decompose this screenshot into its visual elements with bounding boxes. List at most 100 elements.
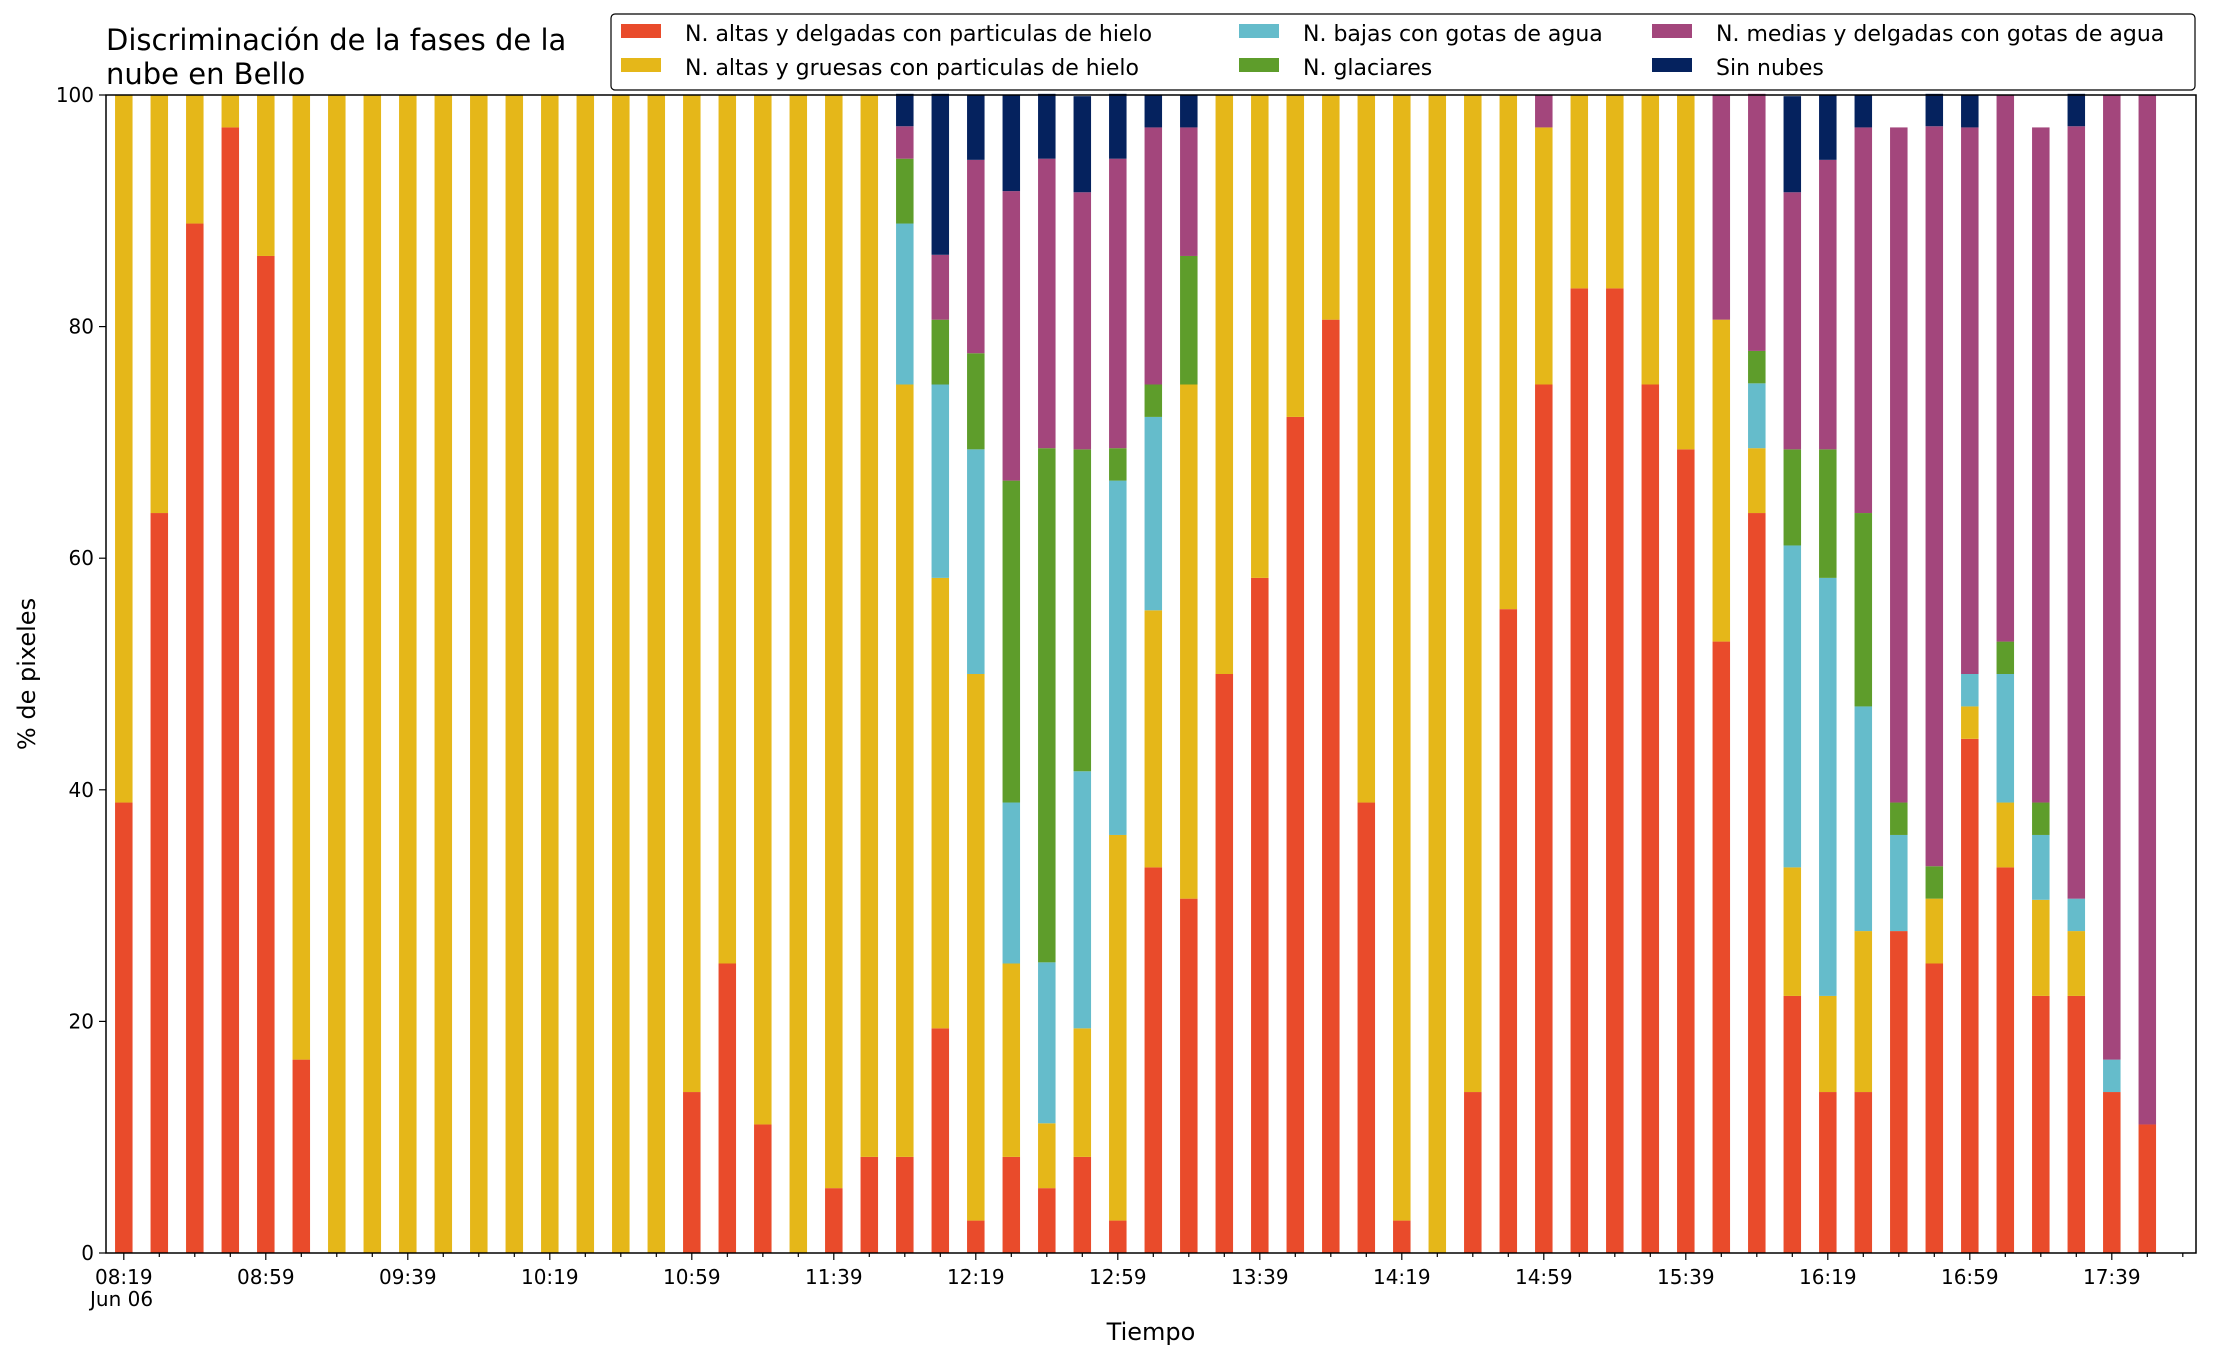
bar-segment-s1-37 bbox=[1428, 95, 1447, 1253]
bar-segment-s0-39 bbox=[1499, 609, 1518, 1253]
bar-segment-s1-52 bbox=[1961, 706, 1979, 739]
bar-segment-s0-20 bbox=[825, 1188, 843, 1253]
bar-segment-s4-51 bbox=[1925, 126, 1944, 867]
bar-segment-s3-29 bbox=[1144, 384, 1163, 417]
bar-segment-s0-44 bbox=[1677, 449, 1695, 1254]
bar-segment-s2-24 bbox=[967, 449, 985, 674]
bar-segment-s0-26 bbox=[1038, 1188, 1056, 1253]
bar-segment-s0-23 bbox=[931, 1028, 950, 1253]
bar-segment-s0-52 bbox=[1961, 738, 1979, 1253]
x-tick-label: 15:39 bbox=[1657, 1265, 1715, 1289]
bar-segment-s4-48 bbox=[1819, 159, 1837, 450]
bar-segment-s1-27 bbox=[1073, 1028, 1092, 1157]
bar-segment-s3-24 bbox=[967, 353, 985, 450]
bar-segment-s1-6 bbox=[328, 95, 346, 1253]
bar-segment-s5-55 bbox=[2067, 93, 2086, 127]
bar-segment-s5-29 bbox=[1144, 95, 1163, 128]
bar-segment-s0-5 bbox=[292, 1059, 311, 1253]
bar-segment-s0-27 bbox=[1073, 1156, 1092, 1253]
bar-segment-s4-29 bbox=[1144, 127, 1163, 385]
bar-segment-s0-2 bbox=[186, 223, 204, 1253]
bar-segment-s0-32 bbox=[1251, 577, 1269, 1253]
bar-segment-s0-1 bbox=[150, 513, 169, 1253]
bar-segment-s3-51 bbox=[1925, 866, 1944, 899]
bar-segment-s2-54 bbox=[2032, 834, 2050, 900]
bar-segment-s1-1 bbox=[150, 95, 169, 514]
bar-segment-s2-56 bbox=[2103, 1059, 2121, 1093]
bar-segment-s0-35 bbox=[1357, 802, 1376, 1253]
y-tick-label: 100 bbox=[56, 83, 94, 107]
bar-segment-s4-26 bbox=[1038, 158, 1056, 449]
bar-segment-s4-46 bbox=[1748, 93, 1766, 351]
bar-segment-s0-38 bbox=[1464, 1092, 1482, 1253]
bar-segment-s1-10 bbox=[470, 95, 488, 1253]
y-tick-label: 60 bbox=[69, 546, 94, 570]
bar-segment-s2-47 bbox=[1783, 545, 1802, 868]
bar-segment-s1-38 bbox=[1464, 95, 1482, 1093]
bar-segment-s1-22 bbox=[896, 384, 914, 1157]
bar-segment-s0-16 bbox=[683, 1092, 701, 1253]
bar-segment-s1-23 bbox=[931, 577, 950, 1029]
legend-swatch-1 bbox=[621, 58, 661, 72]
bar-segment-s2-29 bbox=[1144, 416, 1163, 611]
legend: N. altas y delgadas con particulas de hi… bbox=[610, 13, 2196, 91]
bar-segment-s1-55 bbox=[2067, 931, 2086, 996]
bar-segment-s1-40 bbox=[1535, 127, 1553, 385]
bar-segment-s3-49 bbox=[1854, 513, 1873, 707]
bar-segment-s4-53 bbox=[1996, 95, 2015, 642]
bar-segment-s4-47 bbox=[1783, 192, 1802, 450]
bar-segment-s0-28 bbox=[1109, 1220, 1127, 1253]
bar-segment-s0-4 bbox=[257, 255, 275, 1253]
bar-segment-s1-30 bbox=[1180, 384, 1198, 899]
bar-segment-s1-19 bbox=[789, 95, 808, 1253]
bar-segment-s1-47 bbox=[1783, 867, 1802, 996]
bar-segment-s0-50 bbox=[1890, 931, 1908, 1253]
bar-segment-s1-12 bbox=[541, 95, 559, 1253]
bar-segment-s1-21 bbox=[860, 95, 879, 1157]
bar-segment-s2-46 bbox=[1748, 383, 1766, 449]
bar-segment-s1-5 bbox=[292, 95, 311, 1060]
bar-segment-s1-11 bbox=[505, 95, 524, 1253]
y-tick-label: 20 bbox=[69, 1009, 94, 1033]
bar-segment-s1-35 bbox=[1357, 95, 1376, 803]
x-tick-label: 16:59 bbox=[1941, 1265, 1999, 1289]
bar-segment-s5-26 bbox=[1038, 93, 1056, 159]
legend-label-1: N. altas y gruesas con particulas de hie… bbox=[685, 56, 1139, 81]
bar-segment-s5-24 bbox=[967, 95, 985, 160]
legend-swatch-5 bbox=[1652, 58, 1692, 72]
bar-segment-s5-49 bbox=[1854, 95, 1873, 128]
bar-segment-s4-49 bbox=[1854, 127, 1873, 514]
bar-segment-s1-18 bbox=[754, 95, 772, 1125]
bar-segment-s1-20 bbox=[825, 95, 843, 1189]
bar-segment-s2-25 bbox=[1002, 802, 1021, 964]
bar-segment-s4-28 bbox=[1109, 158, 1127, 449]
bar-segment-s4-25 bbox=[1002, 191, 1021, 481]
bar-segment-s4-56 bbox=[2103, 95, 2121, 1060]
bar-segment-s2-22 bbox=[896, 223, 914, 385]
plot-frame bbox=[105, 94, 2197, 1254]
bar-segment-s0-36 bbox=[1393, 1220, 1411, 1253]
chart-title-line-2: nube en Bello bbox=[106, 57, 305, 91]
legend-label-3: N. glaciares bbox=[1303, 56, 1432, 81]
bar-segment-s0-29 bbox=[1144, 867, 1163, 1253]
bar-segment-s1-39 bbox=[1499, 95, 1518, 610]
bar-segment-s1-46 bbox=[1748, 448, 1766, 514]
bar-segment-s3-53 bbox=[1996, 641, 2015, 674]
bar-segment-s5-30 bbox=[1180, 95, 1198, 128]
bar-segment-s1-7 bbox=[363, 95, 382, 1253]
bar-segment-s1-14 bbox=[612, 95, 630, 1253]
bar-segment-s0-41 bbox=[1570, 288, 1589, 1253]
bar-segment-s5-25 bbox=[1002, 95, 1021, 192]
y-axis-label: % de pixeles bbox=[13, 598, 41, 750]
bar-segment-s5-22 bbox=[896, 93, 914, 127]
bar-segment-s0-3 bbox=[221, 127, 240, 1253]
bar-segment-s0-55 bbox=[2067, 995, 2086, 1253]
y-tick-label: 80 bbox=[69, 315, 94, 339]
x-axis: 08:19 08:59 09:39 10:19 10:59 11:39 12:19 12:59… bbox=[95, 1253, 2184, 1289]
bar-segment-s1-48 bbox=[1819, 995, 1837, 1093]
bar-segment-s1-42 bbox=[1606, 95, 1624, 289]
bar-segment-s3-23 bbox=[931, 319, 950, 385]
bar-segment-s4-24 bbox=[967, 159, 985, 354]
bar-segment-s5-52 bbox=[1961, 95, 1979, 128]
bar-segment-s0-42 bbox=[1606, 288, 1624, 1253]
